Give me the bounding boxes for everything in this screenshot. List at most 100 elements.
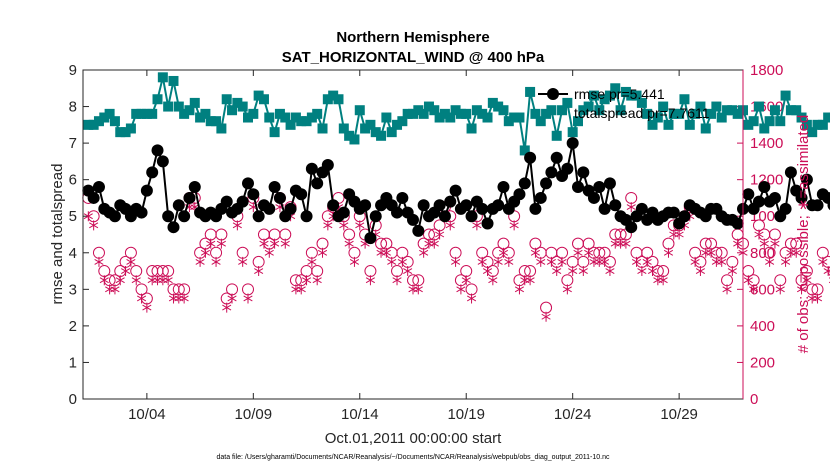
assimilated-point [254, 266, 264, 277]
rmse-point [752, 195, 765, 208]
rmse-point [540, 177, 553, 190]
assimilated-point [717, 256, 727, 267]
rmse-point [92, 180, 105, 193]
totalspread-point [690, 108, 701, 119]
totalspread-point [179, 108, 190, 119]
assimilated-point [365, 275, 376, 286]
assimilated-point [568, 266, 578, 277]
totalspread-point [397, 116, 408, 127]
totalspread-point [434, 112, 445, 123]
totalspread-point [125, 123, 136, 134]
totalspread-point [796, 112, 807, 123]
y-axis-ticks: 0 1 2 3 4 5 6 7 8 9 [69, 62, 89, 408]
y-right-tick-label: 1800 [750, 62, 783, 79]
assimilated-point [663, 247, 674, 258]
assimilated-point [280, 238, 290, 249]
totalspread-point [759, 123, 770, 134]
totalspread-point [631, 90, 642, 101]
footnote: data file: /Users/gharamti/Documents/NCA… [216, 454, 610, 461]
totalspread-point [280, 112, 291, 123]
y-right-axis-label: # of obs: o=possible; ∗=assimilated [795, 115, 812, 354]
assimilated-point [83, 211, 93, 222]
assimilated-point [296, 284, 306, 295]
x-tick-label: 10/24 [554, 406, 592, 423]
assimilated-point [541, 311, 551, 322]
totalspread-point [455, 108, 466, 119]
y-tick-label: 4 [69, 245, 77, 262]
totalspread-point [663, 119, 674, 130]
totalspread-point [120, 127, 131, 138]
totalspread-point [221, 94, 232, 105]
y-right-tick-label: 0 [750, 391, 758, 408]
assimilated-point [823, 266, 830, 277]
assimilated-point [722, 284, 732, 295]
rmse-point [247, 188, 260, 201]
assimilated-point [488, 275, 498, 286]
assimilated-point [206, 238, 216, 249]
rmse-point [587, 191, 600, 204]
totalspread-point [461, 108, 472, 119]
assimilated-point [647, 266, 658, 277]
rmse-point [827, 200, 830, 211]
assimilated-point [498, 247, 509, 258]
assimilated-point [403, 266, 413, 277]
rmse-point [667, 206, 680, 219]
assimilated-point [466, 293, 477, 304]
totalspread-point [274, 108, 285, 119]
totalspread-point [141, 108, 152, 119]
assimilated-point [99, 275, 109, 286]
rmse-point [800, 173, 813, 186]
assimilated-point [674, 229, 684, 240]
assimilated-point [216, 238, 226, 249]
rmse-point [321, 159, 334, 172]
totalspread-point [647, 119, 658, 130]
y-tick-label: 5 [69, 208, 77, 225]
y-axis-label: rmse and totalspread [49, 164, 66, 305]
assimilated-point [600, 256, 610, 267]
totalspread-point [674, 108, 685, 119]
totalspread-point [152, 94, 163, 105]
rmse-point [768, 191, 781, 204]
assimilated-point [131, 275, 141, 286]
assimilated-point [339, 220, 349, 231]
totalspread-point [567, 127, 578, 138]
rmse-point [300, 210, 313, 223]
totalspread-point [525, 86, 536, 97]
assimilated-point [578, 266, 588, 277]
totalspread-point [482, 112, 493, 123]
totalspread-point [658, 101, 669, 112]
rmse-point [305, 162, 318, 175]
rmse-point [407, 213, 419, 226]
assimilated-point [419, 247, 429, 258]
rmse-point [635, 202, 648, 215]
assimilated-point [179, 293, 189, 304]
assimilated-point [791, 247, 801, 258]
totalspread-point [668, 108, 679, 119]
rmse-point [178, 210, 191, 223]
assimilated-point [749, 284, 759, 295]
rmse-point [438, 210, 451, 223]
totalspread-point [493, 101, 504, 112]
assimilated-point [397, 256, 407, 267]
totalspread-point [296, 116, 307, 127]
totalspread-point [333, 94, 344, 105]
assimilated-point [323, 220, 333, 231]
rmse-point [481, 217, 494, 230]
assimilated-point [637, 266, 647, 277]
assimilated-point [238, 256, 248, 267]
rmse-point [135, 206, 148, 219]
totalspread-point [620, 86, 631, 97]
assimilated-point [504, 256, 514, 267]
rmse-point [550, 151, 563, 164]
rmse-point [273, 191, 286, 204]
totalspread-point [823, 112, 830, 123]
rmse-point [369, 210, 382, 223]
totalspread-point [684, 119, 695, 130]
totalspread-point [743, 119, 754, 130]
rmse-point [263, 202, 276, 215]
totalspread-point [503, 116, 514, 127]
totalspread-point [269, 127, 280, 138]
totalspread-point [727, 105, 738, 116]
rmse-point [492, 199, 505, 212]
rmse-point [465, 210, 478, 223]
